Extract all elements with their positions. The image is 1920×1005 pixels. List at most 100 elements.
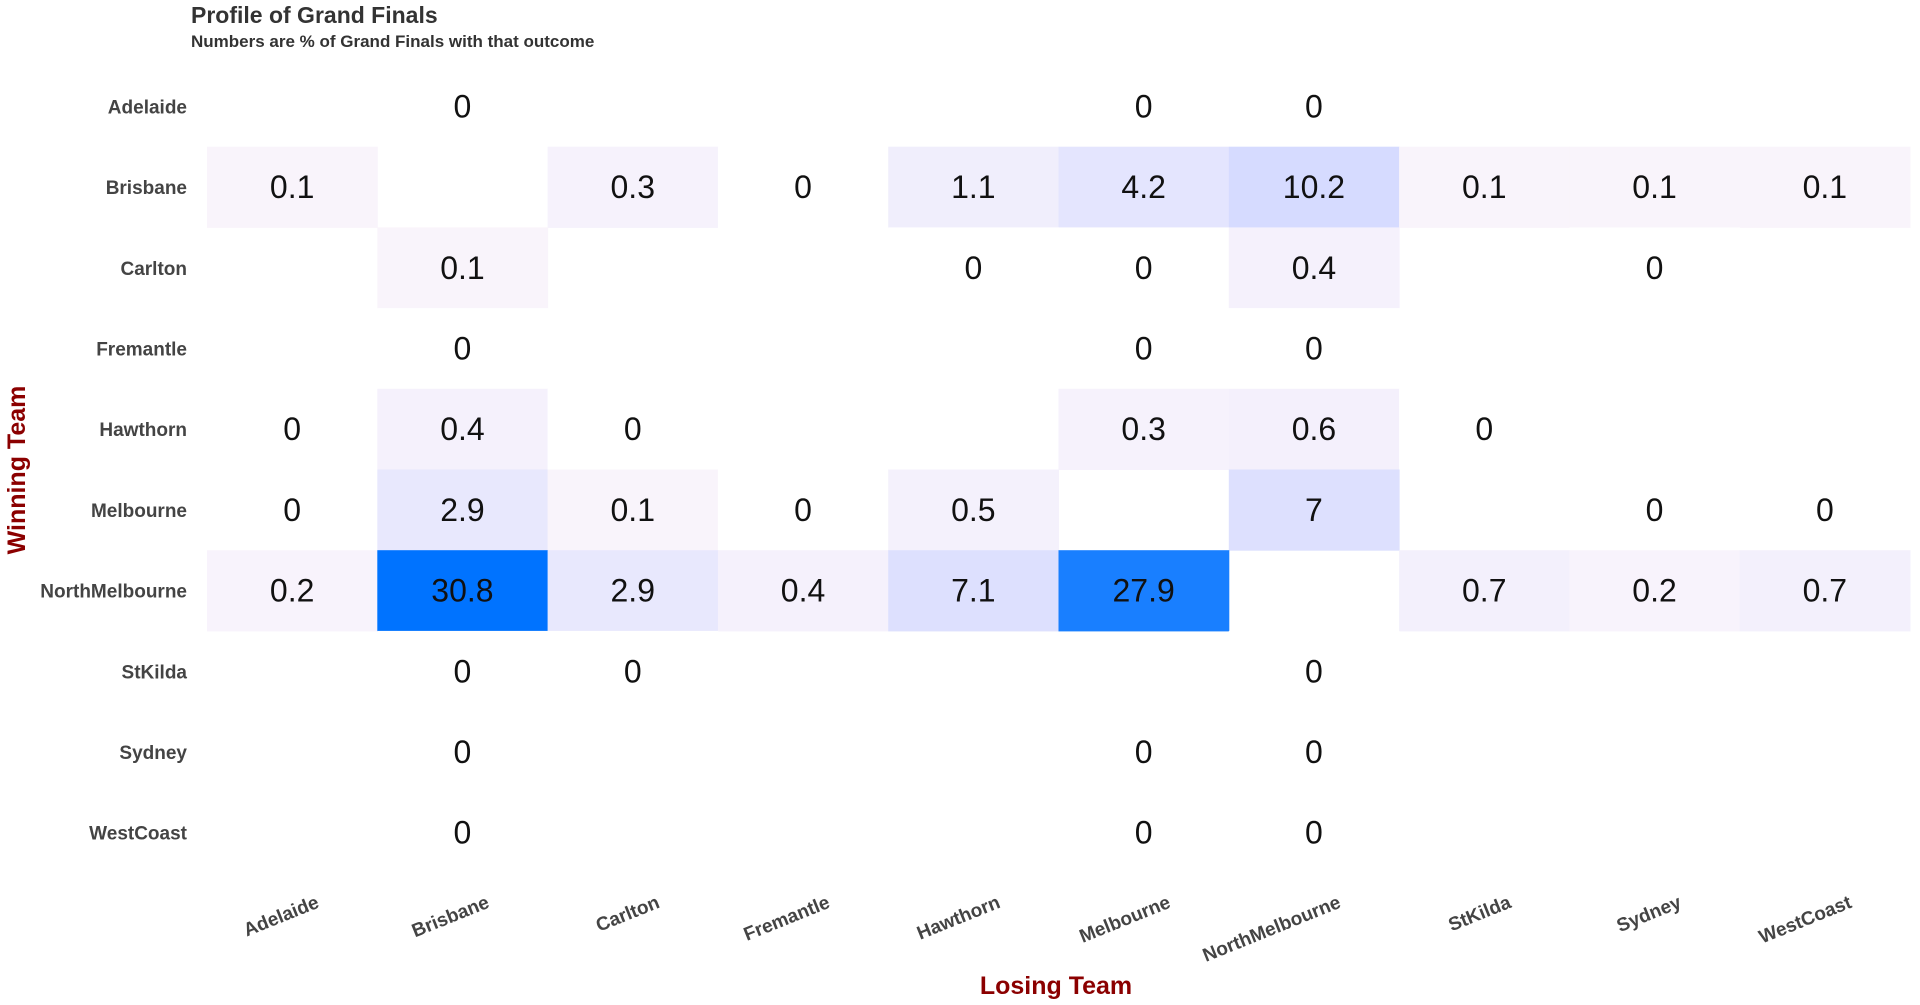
cell-label-adelaide-melbourne: 0 (1135, 88, 1153, 124)
row-label-hawthorn: Hawthorn (99, 420, 187, 441)
heatmap-cell-carlton-melbourne (1058, 227, 1230, 309)
x-axis-title: Losing Team (980, 972, 1132, 1000)
heatmap-cell-fremantle-brisbane (377, 308, 549, 390)
heatmap-cell-brisbane-fremantle (717, 146, 889, 228)
cell-label-melbourne-adelaide: 0 (283, 492, 301, 528)
cell-label-fremantle-northmelbourne: 0 (1305, 330, 1323, 366)
cell-label-northmelbourne-brisbane: 30.8 (431, 573, 493, 609)
heatmap-cell-northmelbourne-stkilda (1399, 550, 1570, 632)
cell-label-sydney-brisbane: 0 (454, 734, 472, 770)
heatmap-cell-northmelbourne-adelaide (207, 550, 378, 632)
col-label-adelaide: Adelaide (241, 892, 322, 941)
heatmap-cell-adelaide-northmelbourne (1228, 66, 1400, 148)
chart-title: Profile of Grand Finals (191, 2, 438, 28)
cell-label-westcoast-northmelbourne: 0 (1305, 815, 1323, 851)
cell-label-melbourne-brisbane: 2.9 (440, 492, 484, 528)
cell-label-brisbane-hawthorn: 1.1 (951, 169, 995, 205)
cell-label-adelaide-northmelbourne: 0 (1305, 88, 1323, 124)
cell-label-northmelbourne-carlton: 2.9 (611, 573, 655, 609)
heatmap-cell-fremantle-melbourne (1058, 308, 1230, 390)
cell-label-brisbane-carlton: 0.3 (611, 169, 655, 205)
cell-label-stkilda-brisbane: 0 (454, 653, 472, 689)
heatmap-cell-melbourne-westcoast (1739, 469, 1911, 551)
cell-label-carlton-sydney: 0 (1646, 250, 1664, 286)
heatmap-cell-sydney-melbourne (1058, 711, 1230, 793)
cell-label-sydney-northmelbourne: 0 (1305, 734, 1323, 770)
cell-label-northmelbourne-westcoast: 0.7 (1803, 573, 1847, 609)
cell-labels-layer: 0 0 0 0.1 0.3 0 1.1 4.2 10.2 0.1 0.1 0.1 0.1 0 0 0.4 0 0 0… (270, 88, 1847, 850)
cell-label-hawthorn-brisbane: 0.4 (440, 411, 484, 447)
heatmap-cell-brisbane-sydney (1569, 146, 1741, 228)
cell-label-northmelbourne-melbourne: 27.9 (1113, 573, 1175, 609)
heatmap-cell-sydney-brisbane (377, 711, 549, 793)
cell-label-brisbane-fremantle: 0 (794, 169, 812, 205)
col-label-sydney: Sydney (1614, 892, 1685, 937)
row-label-melbourne: Melbourne (91, 501, 187, 522)
cell-label-brisbane-melbourne: 4.2 (1121, 169, 1165, 205)
heatmap-cell-melbourne-adelaide (207, 469, 378, 551)
heatmap-cell-carlton-northmelbourne (1228, 227, 1400, 309)
heatmap-cell-northmelbourne-westcoast (1739, 550, 1911, 632)
heatmap-cell-brisbane-northmelbourne (1228, 146, 1400, 228)
heatmap-cell-carlton-hawthorn (888, 227, 1059, 309)
cell-label-westcoast-melbourne: 0 (1135, 815, 1153, 851)
col-label-carlton: Carlton (593, 892, 663, 936)
row-label-carlton: Carlton (121, 259, 188, 280)
heatmap-cell-brisbane-carlton (547, 146, 719, 228)
cells-layer (207, 66, 1911, 874)
col-label-fremantle: Fremantle (741, 892, 833, 945)
cell-label-brisbane-westcoast: 0.1 (1803, 169, 1847, 205)
heatmap-cell-adelaide-brisbane (377, 66, 549, 148)
heatmap-cell-brisbane-westcoast (1739, 146, 1911, 228)
heatmap-cell-melbourne-brisbane (377, 469, 549, 551)
cell-label-stkilda-carlton: 0 (624, 653, 642, 689)
cell-label-brisbane-adelaide: 0.1 (270, 169, 314, 205)
heatmap-cell-melbourne-fremantle (717, 469, 889, 551)
row-label-sydney: Sydney (119, 743, 187, 764)
heatmap-cell-adelaide-melbourne (1058, 66, 1230, 148)
cell-label-carlton-northmelbourne: 0.4 (1292, 250, 1336, 286)
heatmap-cell-northmelbourne-hawthorn (888, 550, 1059, 632)
cell-label-northmelbourne-hawthorn: 7.1 (951, 573, 995, 609)
col-label-stkilda: StKilda (1446, 892, 1515, 936)
cell-label-northmelbourne-stkilda: 0.7 (1462, 573, 1506, 609)
cell-label-adelaide-brisbane: 0 (454, 88, 472, 124)
col-label-melbourne: Melbourne (1077, 892, 1174, 947)
heatmap-cell-westcoast-brisbane (377, 792, 549, 874)
cell-label-hawthorn-adelaide: 0 (283, 411, 301, 447)
heatmap-cell-northmelbourne-fremantle (717, 550, 889, 632)
col-label-westcoast: WestCoast (1756, 892, 1855, 948)
col-label-brisbane: Brisbane (409, 892, 492, 942)
cell-label-brisbane-stkilda: 0.1 (1462, 169, 1506, 205)
heatmap-cell-hawthorn-carlton (547, 388, 719, 470)
cell-label-westcoast-brisbane: 0 (454, 815, 472, 851)
heatmap-cell-hawthorn-melbourne (1058, 388, 1230, 470)
cell-label-hawthorn-carlton: 0 (624, 411, 642, 447)
heatmap-cell-hawthorn-northmelbourne (1228, 388, 1400, 470)
heatmap-cell-northmelbourne-melbourne (1058, 550, 1230, 632)
col-label-northmelbourne: NorthMelbourne (1200, 892, 1344, 966)
heatmap-cell-stkilda-northmelbourne (1228, 630, 1400, 713)
cell-label-fremantle-melbourne: 0 (1135, 330, 1153, 366)
cell-label-northmelbourne-sydney: 0.2 (1632, 573, 1676, 609)
heatmap-cell-hawthorn-stkilda (1399, 388, 1570, 470)
cell-label-melbourne-hawthorn: 0.5 (951, 492, 995, 528)
cell-label-melbourne-westcoast: 0 (1816, 492, 1834, 528)
cell-label-melbourne-northmelbourne: 7 (1305, 492, 1323, 528)
heatmap-cell-carlton-sydney (1569, 227, 1741, 309)
cell-label-carlton-melbourne: 0 (1135, 250, 1153, 286)
cell-label-brisbane-northmelbourne: 10.2 (1283, 169, 1345, 205)
heatmap-cell-sydney-northmelbourne (1228, 711, 1400, 793)
row-label-westcoast: WestCoast (89, 824, 188, 845)
cell-label-brisbane-sydney: 0.1 (1632, 169, 1676, 205)
heatmap-cell-westcoast-northmelbourne (1228, 792, 1400, 874)
row-label-adelaide: Adelaide (108, 97, 187, 118)
cell-label-carlton-hawthorn: 0 (964, 250, 982, 286)
col-label-hawthorn: Hawthorn (914, 892, 1003, 944)
cell-label-hawthorn-stkilda: 0 (1475, 411, 1493, 447)
heatmap-cell-melbourne-hawthorn (888, 469, 1059, 551)
row-label-fremantle: Fremantle (96, 339, 187, 360)
heatmap-cell-fremantle-northmelbourne (1228, 308, 1400, 390)
heatmap-cell-brisbane-stkilda (1399, 146, 1570, 228)
